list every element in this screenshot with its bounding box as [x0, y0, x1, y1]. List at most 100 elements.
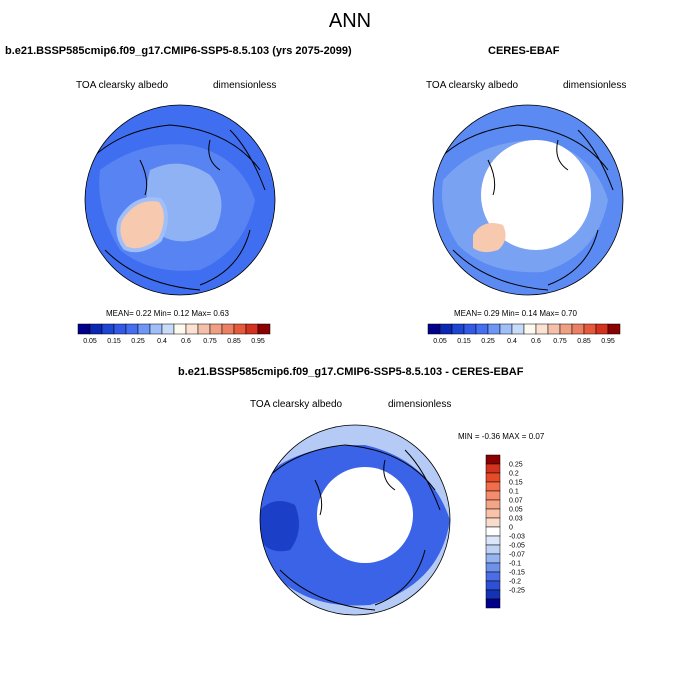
panel1-colorbar-box: [101, 323, 115, 335]
panel3-colorbar-box: [485, 481, 501, 492]
panel1-colorbar-box: [149, 323, 163, 335]
panel2-colorbar-tick-label: 0.75: [553, 338, 567, 345]
panel1-colorbar-box: [209, 323, 223, 335]
panel1-colorbar-tick-label: 0.75: [203, 338, 217, 345]
panel1-colorbar: 0.05 0.15 0.25 0.4 0.6 0.75 0.85 0.95: [77, 323, 271, 345]
panel2-colorbar-box: [451, 323, 465, 335]
panel1-colorbar-box: [197, 323, 211, 335]
panel3-colorbar-tick-label: -0.07: [509, 552, 525, 559]
panel2-colorbar-box: [571, 323, 585, 335]
panel1-colorbar-tick-label: 0.95: [251, 338, 265, 345]
panel2-colorbar-box: [595, 323, 609, 335]
panel2-stats: MEAN= 0.29 Min= 0.14 Max= 0.70: [454, 309, 577, 318]
panel3-colorbar-box: [485, 589, 501, 600]
panel2-title: CERES-EBAF: [488, 45, 560, 57]
panel1-colorbar-tick-label: 0.4: [157, 338, 167, 345]
panel1-colorbar-tick-label: 0.05: [83, 338, 97, 345]
panel1-colorbar-box: [125, 323, 139, 335]
panel3-title: b.e21.BSSP585cmip6.f09_g17.CMIP6-SSP5-8.…: [178, 366, 524, 378]
panel1-colorbar-box: [113, 323, 127, 335]
panel3-sea-ice: [317, 467, 413, 563]
panel2-colorbar-box: [547, 323, 561, 335]
panel1-colorbar-box: [245, 323, 259, 335]
panel3-colorbar-box: [485, 508, 501, 519]
panel2-colorbar-box: [475, 323, 489, 335]
panel3-colorbar-box: [485, 499, 501, 510]
panel2-colorbar-box: [511, 323, 525, 335]
panel3-colorbar-tick-label: -0.25: [509, 588, 525, 595]
panel3-colorbar-tick-label: -0.2: [509, 579, 521, 586]
panel1-colorbar-box: [161, 323, 175, 335]
panel1-colorbar-tick-label: 0.85: [227, 338, 241, 345]
panel2-colorbar-box: [427, 323, 441, 335]
panel1-colorbar-box: [221, 323, 235, 335]
panel3-colorbar-tick-label: -0.05: [509, 543, 525, 550]
panel1-colorbar-box: [233, 323, 247, 335]
panel2-colorbar-tick-label: 0.25: [481, 338, 495, 345]
panel1-variable-label: TOA clearsky albedo: [76, 80, 169, 91]
panel1-colorbar-tick-label: 0.6: [181, 338, 191, 345]
panel2-colorbar-tick-label: 0.4: [507, 338, 517, 345]
panel2-colorbar-box: [607, 323, 621, 335]
panel2-colorbar-box: [487, 323, 501, 335]
panel3-colorbar-tick-label: 0: [509, 525, 513, 532]
panel3-colorbar-tick-label: 0.05: [509, 507, 523, 514]
panel1-greenland-rim: [116, 197, 168, 253]
panel3-colorbar-tick-label: -0.03: [509, 534, 525, 541]
main-title: ANN: [328, 10, 372, 32]
panel2-colorbar-tick-label: 0.85: [577, 338, 591, 345]
panel3-colorbar-tick-label: 0.03: [509, 516, 523, 523]
panel3-colorbar-box: [485, 472, 501, 483]
panel1-colorbar-tick-label: 0.15: [107, 338, 121, 345]
panel3-colorbar-box: [485, 526, 501, 537]
panel3-colorbar-tick-label: 0.1: [509, 489, 519, 496]
panel1-greenland: [118, 199, 166, 251]
panel3-variable-label: TOA clearsky albedo: [250, 399, 343, 410]
panel1-title: b.e21.BSSP585cmip6.f09_g17.CMIP6-SSP5-8.…: [5, 45, 352, 57]
panel1-colorbar-tick-label: 0.25: [131, 338, 145, 345]
panel1-colorbar-box: [137, 323, 151, 335]
panel1-colorbar-box: [185, 323, 199, 335]
panel3-colorbar-box: [485, 571, 501, 582]
panel2-colorbar-box: [535, 323, 549, 335]
panel1-colorbar-box: [257, 323, 271, 335]
panel2-colorbar-box: [523, 323, 537, 335]
panel2-colorbar-box: [499, 323, 513, 335]
panel3-colorbar-box: [485, 598, 501, 609]
panel1-stats: MEAN= 0.22 Min= 0.12 Max= 0.63: [106, 309, 229, 318]
panel2-coastline: [437, 124, 614, 291]
panel2-colorbar-tick-label: 0.15: [457, 338, 471, 345]
panel3-colorbar-box: [485, 463, 501, 474]
panel3-colorbar-box: [485, 580, 501, 591]
panel2-colorbar-box: [439, 323, 453, 335]
panel3-colorbar: 0.25 0.2 0.15 0.1 0.07 0.05 0.03 0 -0.03 -0.05 -0.…: [485, 454, 525, 609]
panel3-colorbar-box: [485, 454, 501, 465]
panel3-colorbar-tick-label: 0.25: [509, 462, 523, 469]
panel2-greenland-high: [473, 222, 506, 253]
panel2-sea-ice: [481, 140, 591, 250]
panel3-colorbar-tick-label: -0.15: [509, 570, 525, 577]
panel2-units-label: dimensionless: [563, 80, 627, 91]
panel3-coastline: [264, 444, 441, 611]
panel3-colorbar-tick-label: 0.2: [509, 471, 519, 478]
panel3-stats: MIN = -0.36 MAX = 0.07: [458, 432, 545, 441]
panel1-polar-map: [84, 104, 276, 296]
panel1-units-label: dimensionless: [213, 80, 277, 91]
panel3-colorbar-tick-label: 0.15: [509, 480, 523, 487]
panel2-colorbar: 0.05 0.15 0.25 0.4 0.6 0.75 0.85 0.95: [427, 323, 621, 345]
panel3-colorbar-tick-label: 0.07: [509, 498, 523, 505]
panel3-colorbar-box: [485, 490, 501, 501]
panel2-colorbar-tick-label: 0.05: [433, 338, 447, 345]
panel3-colorbar-tick-label: -0.1: [509, 561, 521, 568]
panel2-colorbar-tick-label: 0.95: [601, 338, 615, 345]
panel2-colorbar-tick-label: 0.6: [531, 338, 541, 345]
panel1-colorbar-box: [173, 323, 187, 335]
panel1-colorbar-box: [77, 323, 91, 335]
panel2-colorbar-box: [559, 323, 573, 335]
panel1-coastline: [89, 124, 266, 291]
panel3-colorbar-box: [485, 535, 501, 546]
panel3-colorbar-box: [485, 517, 501, 528]
panel2-polar-map: [432, 104, 624, 296]
panel2-variable-label: TOA clearsky albedo: [426, 80, 519, 91]
panel2-colorbar-box: [583, 323, 597, 335]
